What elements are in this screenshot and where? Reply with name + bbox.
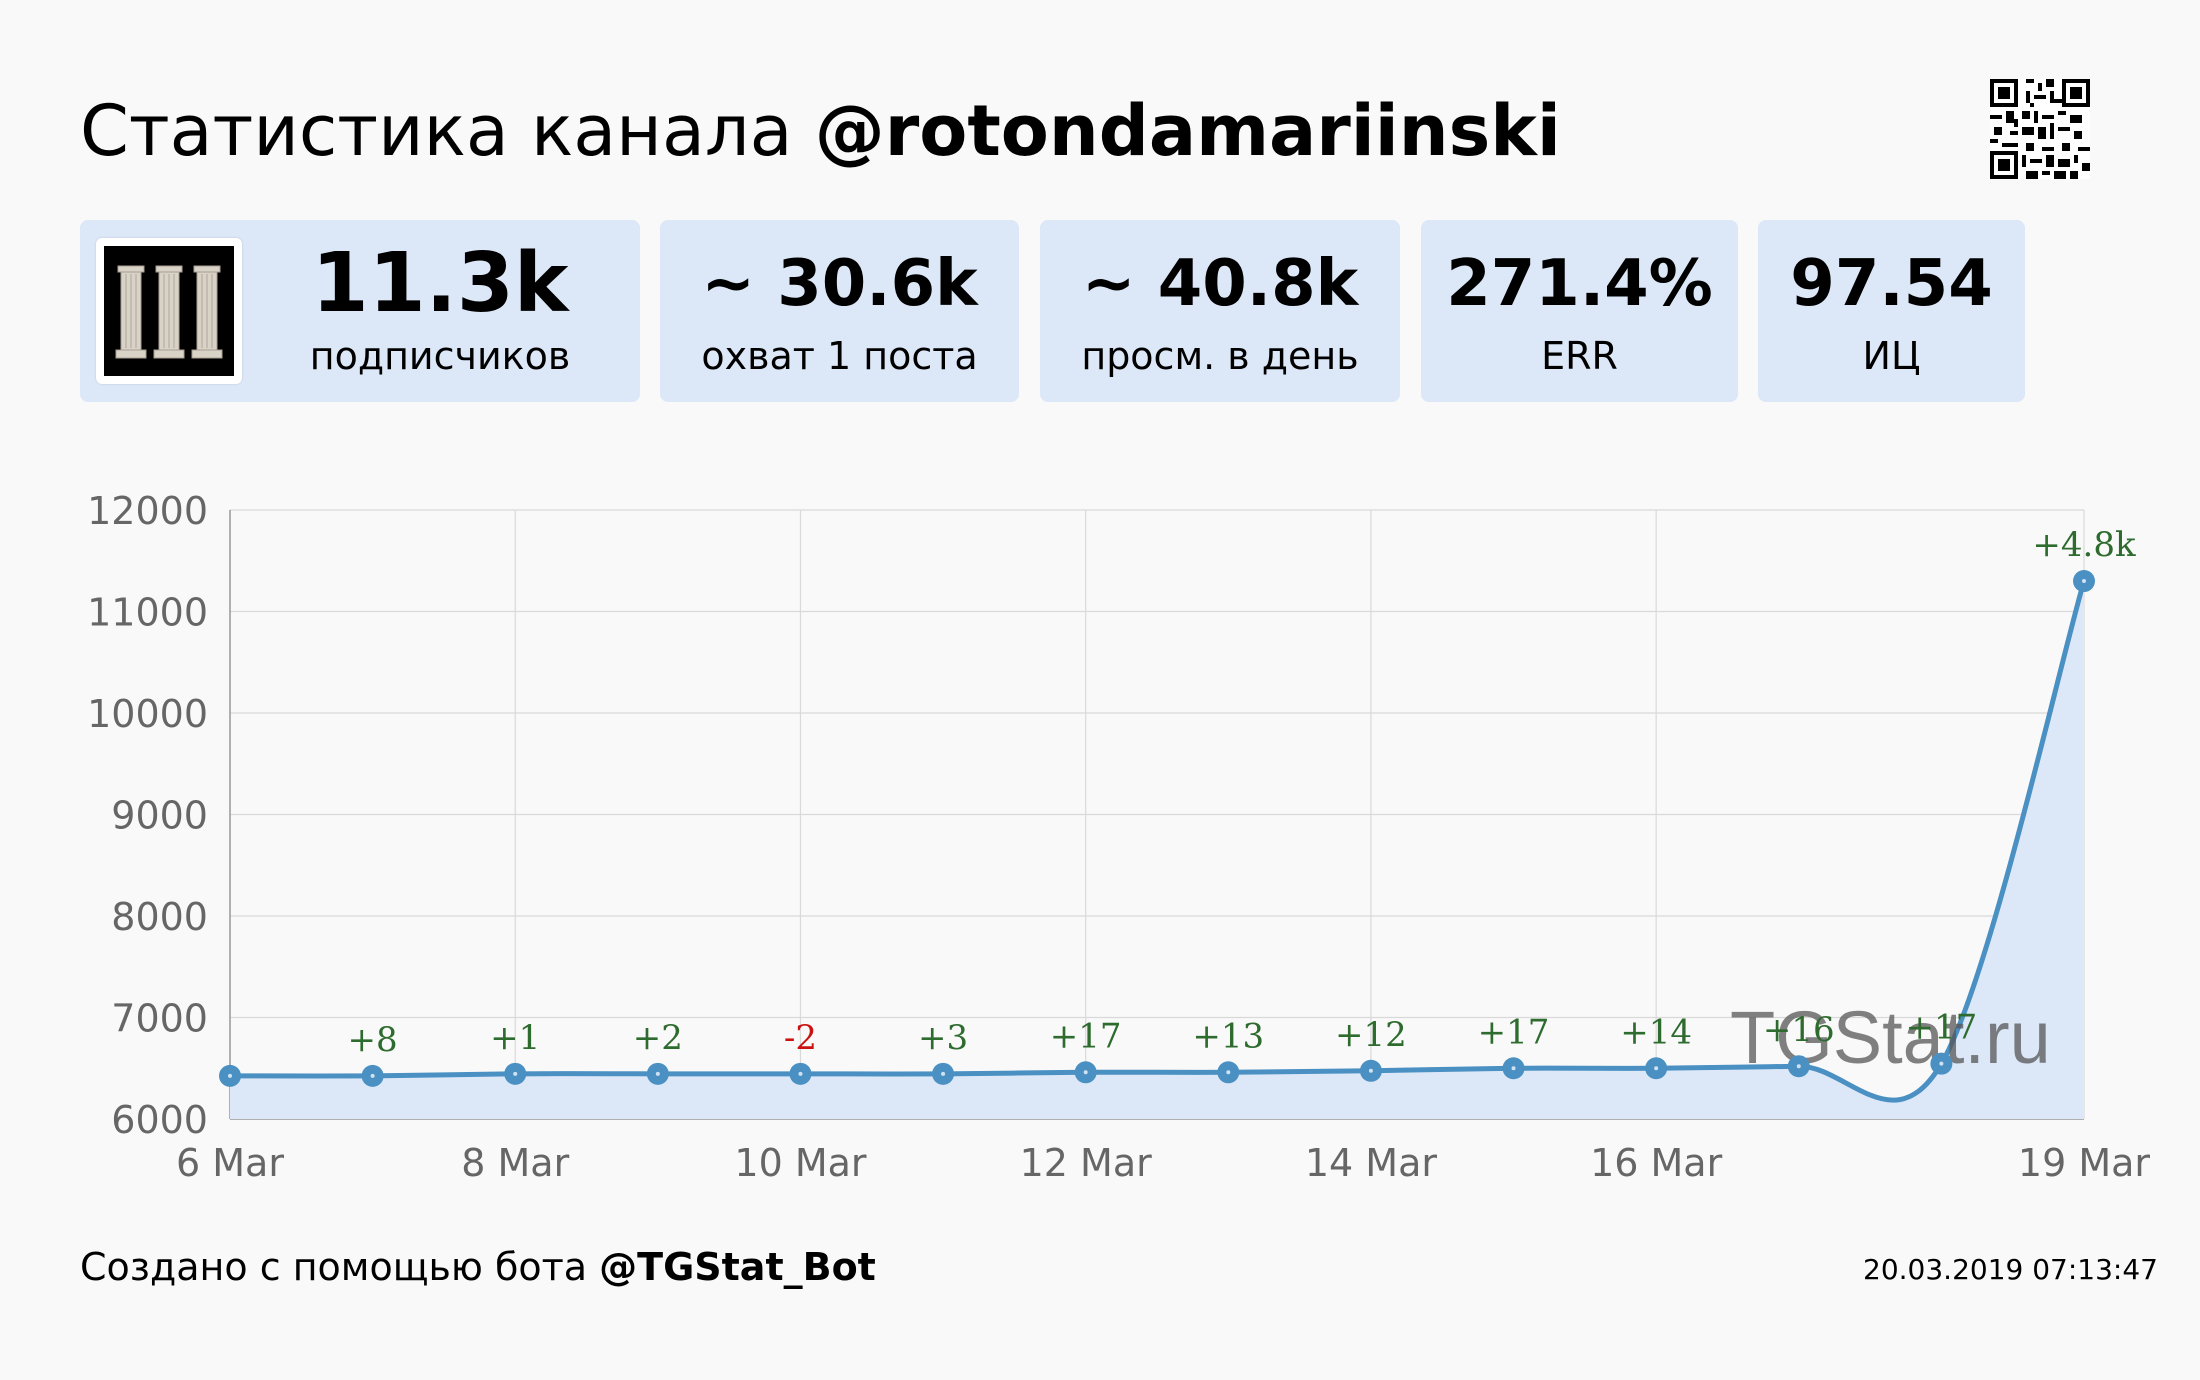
data-point-center [513, 1071, 518, 1076]
data-label: +17 [1906, 1008, 1978, 1048]
footer-text: Создано с помощью бота [80, 1245, 600, 1289]
data-label: +13 [1192, 1016, 1264, 1056]
channel-avatar [96, 238, 242, 384]
x-tick-label: 8 Mar [461, 1141, 569, 1185]
reach-value: ~ 30.6k [701, 247, 978, 321]
err-value: 271.4% [1446, 247, 1713, 321]
page-title: Статистика канала @rotondamariinski [80, 86, 1561, 176]
columns-avatar [104, 246, 234, 376]
err-label: ERR [1541, 334, 1618, 378]
data-label: +14 [1620, 1012, 1692, 1052]
data-point-center [798, 1071, 803, 1076]
data-label: +8 [348, 1020, 398, 1060]
bot-handle: @TGStat_Bot [599, 1245, 876, 1289]
citation-index-label: ИЦ [1862, 334, 1921, 378]
citation-index-card: 97.54 ИЦ [1758, 220, 2025, 402]
watermark: TGStat.ru [1730, 996, 2051, 1079]
y-tick-label: 9000 [111, 794, 208, 838]
data-point-center [228, 1073, 232, 1078]
data-point-center [1083, 1070, 1088, 1075]
data-label: +17 [1478, 1012, 1550, 1052]
title-prefix: Статистика канала [80, 90, 815, 172]
data-label: +16 [1763, 1010, 1835, 1050]
data-point-center [1511, 1066, 1516, 1071]
data-label: +4.8k [2032, 525, 2136, 565]
timestamp: 20.03.2019 07:13:47 [1863, 1253, 2158, 1286]
channel-handle: @rotondamariinski [814, 90, 1561, 172]
data-point-center [1368, 1068, 1373, 1073]
subscribers-value: 11.3k [311, 236, 569, 331]
x-tick-label: 14 Mar [1305, 1141, 1438, 1185]
data-point-center [941, 1071, 946, 1076]
x-tick-label: 6 Mar [176, 1141, 284, 1185]
subscribers-chart: 6000 7000 8000 9000 10000 11000 12000 6 Mar 8 Ma… [87, 489, 2151, 1185]
data-label: +2 [633, 1018, 683, 1058]
data-label: +17 [1050, 1016, 1122, 1056]
subscribers-label: подписчиков [309, 334, 571, 378]
x-tick-label: 10 Mar [734, 1141, 867, 1185]
daily-views-card: ~ 40.8k просм. в день [1040, 220, 1400, 402]
data-label: +12 [1335, 1015, 1407, 1055]
x-tick-label: 19 Mar [2018, 1141, 2151, 1185]
y-tick-label: 12000 [87, 489, 208, 533]
data-point-center [1654, 1066, 1659, 1071]
err-card: 271.4% ERR [1421, 220, 1738, 402]
y-tick-label: 10000 [87, 692, 208, 736]
reach-label: охват 1 поста [701, 334, 978, 378]
x-tick-label: 16 Mar [1590, 1141, 1723, 1185]
data-point-center [1939, 1061, 1944, 1066]
daily-views-label: просм. в день [1081, 334, 1359, 378]
data-point-center [1796, 1064, 1801, 1069]
data-label: +3 [918, 1018, 968, 1058]
data-point-center [655, 1071, 660, 1076]
x-tick-label: 12 Mar [1020, 1141, 1153, 1185]
data-point-center [2082, 579, 2086, 584]
data-label: +1 [490, 1018, 540, 1058]
citation-index-value: 97.54 [1790, 247, 1993, 321]
y-tick-label: 11000 [87, 591, 208, 635]
footer-credit: Создано с помощью бота @TGStat_Bot [80, 1242, 876, 1292]
reach-card: ~ 30.6k охват 1 поста [660, 220, 1019, 402]
y-tick-label: 7000 [111, 997, 208, 1041]
qr-code-icon [1990, 79, 2090, 179]
daily-views-value: ~ 40.8k [1081, 247, 1359, 321]
y-tick-label: 8000 [111, 895, 208, 939]
y-tick-label: 6000 [111, 1098, 208, 1142]
data-point-center [370, 1073, 375, 1078]
data-point-center [1226, 1070, 1231, 1075]
data-label: -2 [784, 1018, 817, 1058]
subscribers-card: 11.3k подписчиков [80, 220, 640, 402]
